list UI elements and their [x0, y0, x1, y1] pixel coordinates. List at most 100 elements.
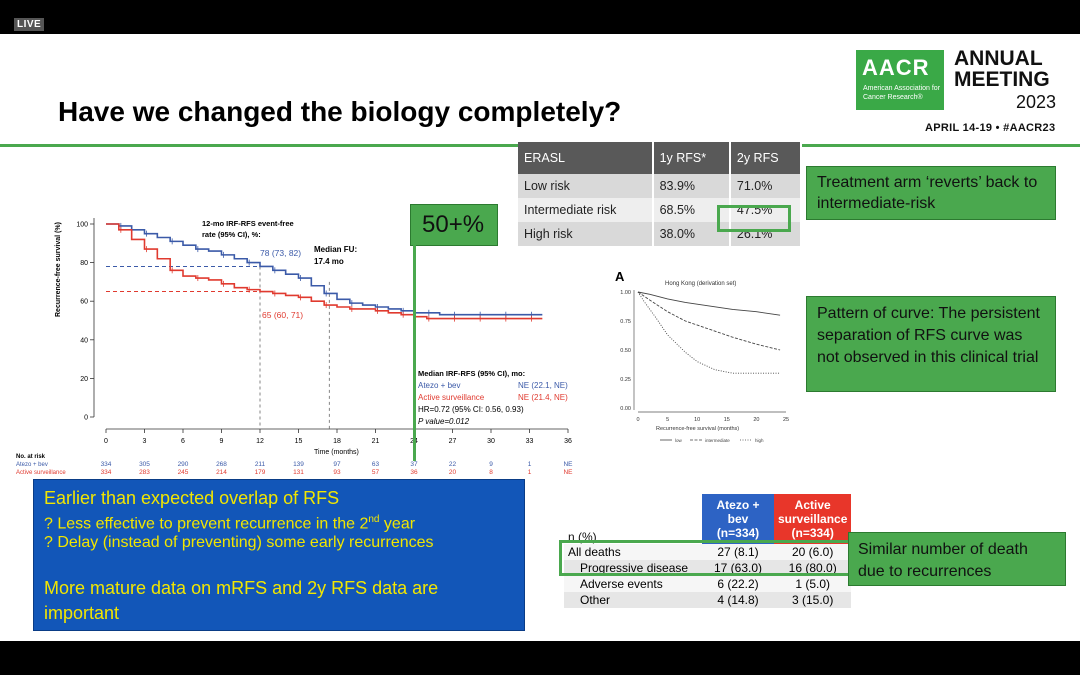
table-row: Other 4 (14.8) 3 (15.0) [564, 592, 852, 608]
km-x-tick-label: 36 [564, 438, 572, 445]
slide-title: Have we changed the biology completely? [58, 96, 622, 127]
hk-y-tick-label: 1.00 [620, 290, 631, 296]
takeaway-line-1: Earlier than expected overlap of RFS [44, 488, 340, 508]
deaths-n-header: n (%) [568, 530, 597, 544]
km-x-tick-label: 9 [220, 438, 224, 445]
highlight-deaths [559, 540, 851, 576]
hk-legend: low intermediate high [660, 438, 764, 443]
km-y-tick-label: 20 [80, 376, 88, 383]
at-risk-atezo-value: 268 [216, 461, 227, 468]
km-median-fu-1: Median FU: [314, 245, 357, 254]
deaths-atezo-header: Atezo + bev (n=334) [702, 494, 774, 544]
hk-title: Hong Kong (derivation set) [665, 281, 736, 287]
table-row: Progressive disease 17 (63.0) 16 (80.0) [564, 560, 852, 576]
km-pvalue: P value=0.012 [418, 417, 470, 426]
hk-x-tick-label: 25 [783, 417, 789, 423]
meeting-line2: MEETING [954, 68, 1050, 91]
at-risk-active-value: 57 [372, 469, 380, 476]
at-risk-atezo-value: 1 [528, 461, 532, 468]
meeting-dates: APRIL 14-19 • #AACR23 [925, 122, 1056, 134]
at-risk-values: 3343343052832902452682142111791391319793… [101, 461, 574, 476]
takeaway-line-2-post: year [379, 515, 416, 533]
bottom-video-bar [0, 641, 1080, 675]
meeting-year: 2023 [1016, 92, 1057, 112]
at-risk-atezo-value: 334 [101, 461, 112, 468]
deaths-active: 20 (6.0) [774, 544, 852, 560]
at-risk-active-value: 36 [410, 469, 418, 476]
hk-series-low [637, 291, 781, 316]
km-rate-title-1: 12-mo IRF-RFS event-free [202, 219, 294, 228]
km-series-active [106, 223, 543, 320]
table-row: High risk 38.0% 26.1% [518, 222, 803, 246]
km-chart: 0204060801000369121518212427303336 Recur… [16, 218, 574, 476]
erasl-header-0: ERASL [518, 142, 654, 174]
at-risk-active-value: 93 [333, 469, 341, 476]
km-axes: 0204060801000369121518212427303336 [76, 218, 572, 445]
hk-y-tick-label: 0.50 [620, 348, 631, 354]
km-xlabel: Time (months) [314, 449, 359, 456]
km-y-tick-label: 80 [80, 260, 88, 267]
hk-series-intermediate [637, 291, 781, 351]
deaths-atezo: 6 (22.2) [702, 576, 774, 592]
km-ylabel: Recurrence-free survival (%) [55, 222, 62, 317]
at-risk-atezo-value: 9 [489, 461, 493, 468]
erasl-header-1: 1y RFS* [652, 142, 731, 174]
takeaway-line-2-text: ? Less effective to prevent recurrence i… [44, 515, 369, 533]
similar-callout: Similar number of death due to recurrenc… [848, 532, 1066, 586]
hk-x-tick-label: 0 [636, 417, 639, 423]
at-risk-title: No. at risk [16, 454, 46, 460]
km-x-tick-label: 0 [104, 438, 108, 445]
at-risk-active-value: 283 [139, 469, 150, 476]
km-x-tick-label: 18 [333, 438, 341, 445]
km-x-tick-label: 21 [372, 438, 380, 445]
erasl-table: ERASL 1y RFS* 2y RFS Low risk 83.9% 71.0… [518, 142, 803, 246]
takeaway-line-2-sup: nd [368, 514, 380, 525]
hk-axes: 0.00 0.25 0.50 0.75 1.00 0 5 10 15 20 25 [620, 290, 789, 423]
km-x-tick-label: 27 [449, 438, 457, 445]
at-risk-active-value: 131 [293, 469, 304, 476]
presentation-slide: Have we changed the biology completely? … [0, 34, 1080, 641]
hk-series [637, 291, 781, 374]
km-atezo-label: Atezo + bev [418, 381, 460, 390]
hk-legend-low: low [675, 438, 683, 443]
deaths-label: All deaths [564, 544, 702, 560]
hk-x-tick-label: 5 [666, 417, 669, 423]
table-row: Low risk 83.9% 71.0% [518, 174, 803, 198]
deaths-atezo: 27 (8.1) [702, 544, 774, 560]
table-row: All deaths 27 (8.1) 20 (6.0) [564, 544, 852, 560]
top-video-bar: LIVE [0, 0, 1080, 34]
takeaway-line-4: More mature data on mRFS and 2y RFS data… [44, 578, 439, 623]
km-red-ci: 65 (60, 71) [262, 310, 303, 320]
deaths-active: 3 (15.0) [774, 592, 852, 608]
km-y-tick-label: 100 [76, 222, 88, 229]
deaths-atezo: 4 (14.8) [702, 592, 774, 608]
km-x-tick-label: 30 [487, 438, 495, 445]
at-risk-active-value: NE [563, 469, 573, 476]
erasl-cell: Low risk [518, 174, 654, 198]
deaths-table: n (%) Atezo + bev (n=334) Active surveil… [564, 494, 852, 608]
hk-x-tick-label: 15 [724, 417, 730, 423]
at-risk-active-value: 245 [178, 469, 189, 476]
highlight-47-5 [717, 205, 791, 232]
deaths-label: Adverse events [564, 576, 702, 592]
takeaway-line-3: ? Delay (instead of preventing) some ear… [44, 534, 434, 551]
at-risk-atezo-value: 37 [410, 461, 418, 468]
pattern-callout: Pattern of curve: The persistent separat… [806, 296, 1056, 392]
at-risk-atezo-value: 97 [333, 461, 341, 468]
deaths-active-header: Active surveillance (n=334) [774, 494, 852, 544]
km-x-tick-label: 3 [143, 438, 147, 445]
meeting-title: ANNUAL MEETING [954, 48, 1050, 90]
at-risk-atezo-value: 139 [293, 461, 304, 468]
deaths-active: 1 (5.0) [774, 576, 852, 592]
deaths-label: Other [564, 592, 702, 608]
at-risk-atezo-label: Atezo + bev [16, 462, 48, 468]
erasl-header-2: 2y RFS [729, 142, 803, 174]
hk-legend-intermediate: intermediate [705, 438, 730, 443]
erasl-cell: Intermediate risk [518, 198, 654, 222]
hk-y-tick-label: 0.00 [620, 406, 631, 412]
hk-series-high [637, 291, 781, 374]
at-risk-atezo-value: 211 [255, 461, 266, 468]
km-y-tick-label: 60 [80, 299, 88, 306]
at-risk-active-value: 179 [255, 469, 266, 476]
km-y-tick-label: 40 [80, 337, 88, 344]
